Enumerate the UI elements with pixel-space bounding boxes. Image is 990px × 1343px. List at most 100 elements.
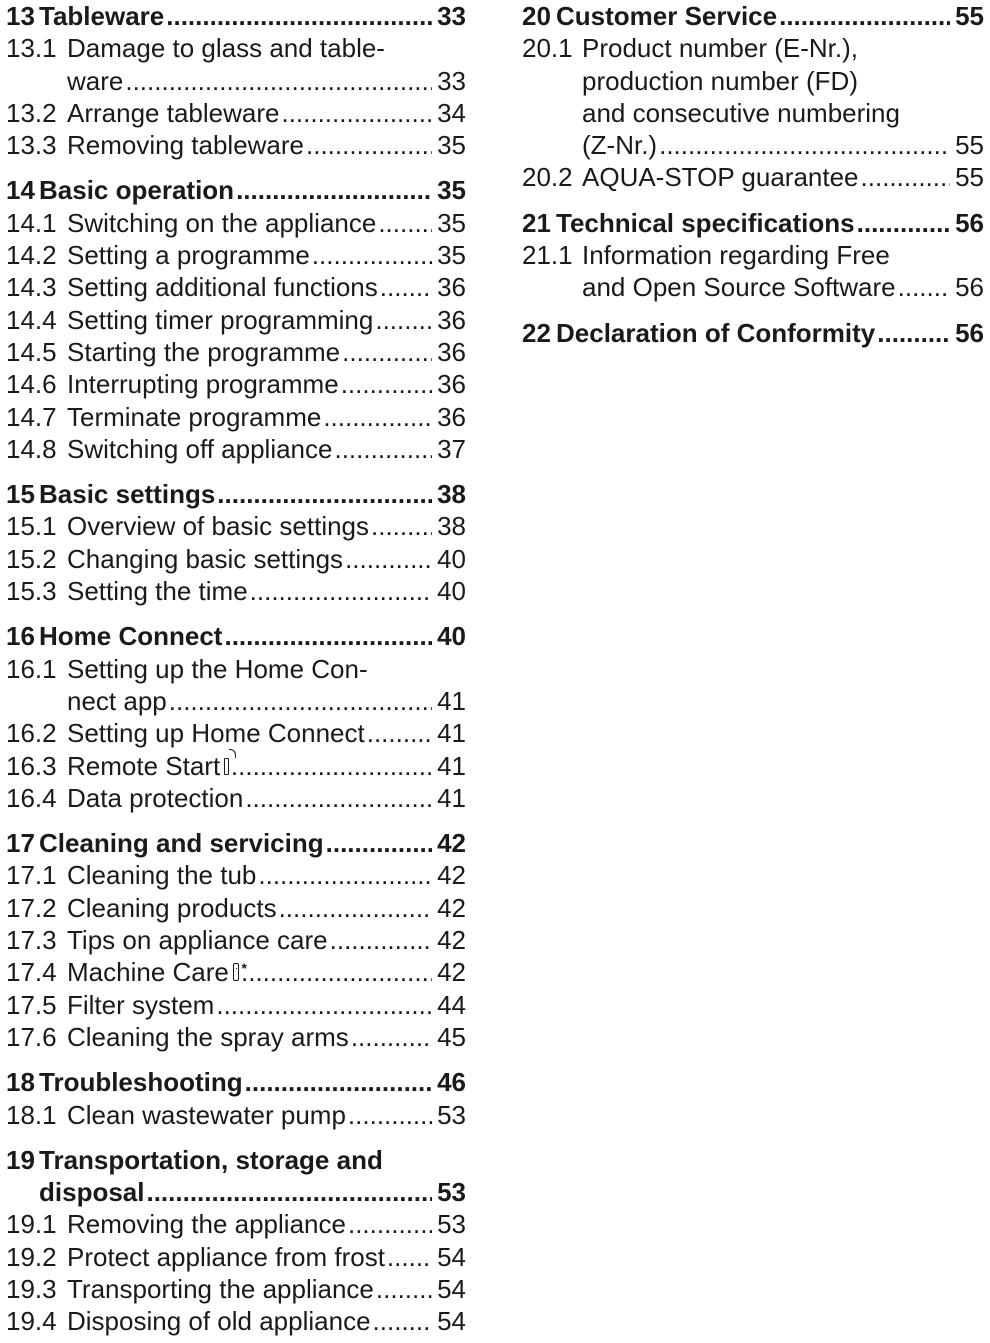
toc-entry[interactable]: 14.4 Setting timer programming 36 [6,304,466,336]
dot-leader [373,1305,432,1337]
toc-entry[interactable]: 14.5 Starting the programme 36 [6,336,466,368]
section-title: Technical specifications [556,207,855,238]
page-number: 55 [955,130,984,161]
entry-title: Machine Care [67,957,229,988]
dot-leader [334,433,432,465]
section-number: 18 [6,1067,35,1098]
toc-entry[interactable]: 17.4 Machine Care 42 [6,952,466,988]
toc-entry[interactable]: 13.2 Arrange tableware 34 [6,97,466,129]
toc-heading[interactable]: 16 Home Connect 40 [6,620,466,652]
toc-entry[interactable]: 16.2 Setting up Home Connect 41 [6,717,466,749]
toc-heading[interactable]: 15 Basic settings 38 [6,478,466,510]
entry-title-cont[interactable]: production number (FD) [582,65,858,96]
entry-title-cont: nect app [67,685,167,716]
page-number: 54 [437,1241,466,1272]
dot-leader [375,304,432,336]
toc-entry[interactable]: 19.1 Removing the appliance 53 [6,1208,466,1240]
toc-section-19: 19 Transportation, storage and disposal … [6,1144,466,1338]
entry-number: 15.2 [6,543,57,574]
toc-entry[interactable]: 14.2 Setting a programme 35 [6,239,466,271]
toc-entry[interactable]: 14.6 Interrupting programme 36 [6,368,466,400]
toc-entry[interactable]: 15.1 Overview of basic settings 38 [6,510,466,542]
section-title: Transportation, storage and [39,1144,383,1175]
toc-entry[interactable]: 14.8 Switching off appliance 37 [6,433,466,465]
toc-entry[interactable]: 19.3 Transporting the appliance 54 [6,1273,466,1305]
entry-number: 17.4 [6,957,57,988]
dot-leader [326,827,432,859]
dot-leader [146,1176,432,1208]
toc-entry[interactable]: 17.3 Tips on appliance care 42 [6,924,466,956]
page-number: 41 [437,685,466,716]
toc-heading[interactable]: 19 Transportation, storage and [6,1144,466,1176]
toc-entry[interactable]: 17.6 Cleaning the spray arms 45 [6,1021,466,1053]
toc-entry-continuation[interactable]: (Z-Nr.) 55 [522,129,984,161]
toc-entry-continuation[interactable]: ware 33 [6,65,466,97]
page-number: 40 [437,576,466,607]
toc-entry[interactable]: 16.3 Remote Start 41 [6,748,466,782]
entry-title: Setting up the Home Con- [67,653,368,684]
section-title: Cleaning and servicing [39,828,324,859]
entry-title: Changing basic settings [67,543,344,574]
entry-number: 19.2 [6,1241,57,1272]
dot-leader [250,575,432,607]
toc-entry[interactable]: 16.4 Data protection 41 [6,782,466,814]
page-number: 42 [437,828,466,859]
toc-section-14: 14 Basic operation 35 14.1 Switching on t… [6,174,466,465]
section-title: Customer Service [556,1,778,31]
entry-number: 20.2 [522,162,573,193]
entry-title: AQUA-STOP guarantee [582,162,859,193]
toc-entry[interactable]: 13.1 Damage to glass and table- [6,32,466,64]
toc-right-column: 20 Customer Service 55 20.1 Product numb… [522,0,984,349]
section-title: Declaration of Conformity [556,317,876,348]
page-number: 54 [437,1273,466,1304]
toc-entry[interactable]: 17.1 Cleaning the tub 42 [6,859,466,891]
dot-leader [351,1021,432,1053]
toc-entry[interactable]: 19.2 Protect appliance from frost 54 [6,1241,466,1273]
toc-heading[interactable]: 18 Troubleshooting 46 [6,1066,466,1098]
dot-leader [779,0,950,32]
toc-heading[interactable]: 13 Tableware 33 [6,0,466,32]
toc-heading[interactable]: 21 Technical specifications 56 [522,207,984,239]
entry-title: Clean wastewater pump [67,1099,346,1130]
toc-entry[interactable]: 19.4 Disposing of old appliance 54 [6,1305,466,1337]
toc-heading[interactable]: 22 Declaration of Conformity 56 [522,317,984,349]
toc-entry[interactable]: 15.2 Changing basic settings 40 [6,543,466,575]
toc-section-15: 15 Basic settings 38 15.1 Overview of bas… [6,478,466,607]
toc-heading-continuation[interactable]: disposal 53 [6,1176,466,1208]
toc-entry[interactable]: 14.1 Switching on the appliance 35 [6,207,466,239]
toc-entry-continuation[interactable]: nect app 41 [6,685,466,717]
entry-title: Switching on the appliance [67,207,377,238]
toc-heading[interactable]: 14 Basic operation 35 [6,174,466,206]
page-number: 38 [437,511,466,542]
toc-entry[interactable]: 16.1 Setting up the Home Con- [6,653,466,685]
toc-entry[interactable]: 17.5 Filter system 44 [6,989,466,1021]
entry-number: 14.2 [6,240,57,271]
toc-section-16: 16 Home Connect 40 16.1 Setting up the H… [6,620,466,814]
dot-leader [216,989,432,1021]
entry-title: Setting a programme [67,240,310,271]
toc-entry[interactable]: 15.3 Setting the time 40 [6,575,466,607]
toc-entry[interactable]: 14.7 Terminate programme 36 [6,401,466,433]
toc-entry[interactable]: 14.3 Setting additional functions 36 [6,271,466,303]
dot-leader [348,1208,432,1240]
entry-number: 14.3 [6,272,57,303]
toc-entry[interactable]: 21.1 Information regarding Free [522,239,984,271]
entry-number: 19.1 [6,1209,57,1240]
toc-entry[interactable]: 18.1 Clean wastewater pump 53 [6,1099,466,1131]
toc-entry[interactable]: 17.2 Cleaning products 42 [6,892,466,924]
toc-entry[interactable]: 20.1 Product number (E-Nr.), [522,32,984,64]
entry-title: Setting timer programming [67,304,374,335]
entry-number: 14.4 [6,304,57,335]
page-number: 46 [437,1067,466,1098]
toc-entry-continuation[interactable]: and Open Source Software 56 [522,271,984,303]
entry-title-cont[interactable]: and consecutive numbering [582,97,900,128]
section-title-cont: disposal [39,1177,145,1208]
toc-entry[interactable]: 13.3 Removing tableware 35 [6,129,466,161]
entry-title: Product number (E-Nr.), [582,33,858,64]
dot-leader [281,97,432,129]
toc-heading[interactable]: 20 Customer Service 55 [522,0,984,32]
remote-start-icon [224,748,236,775]
toc-entry[interactable]: 20.2 AQUA-STOP guarantee 55 [522,161,984,193]
entry-number: 17.1 [6,860,57,891]
toc-heading[interactable]: 17 Cleaning and servicing 42 [6,827,466,859]
